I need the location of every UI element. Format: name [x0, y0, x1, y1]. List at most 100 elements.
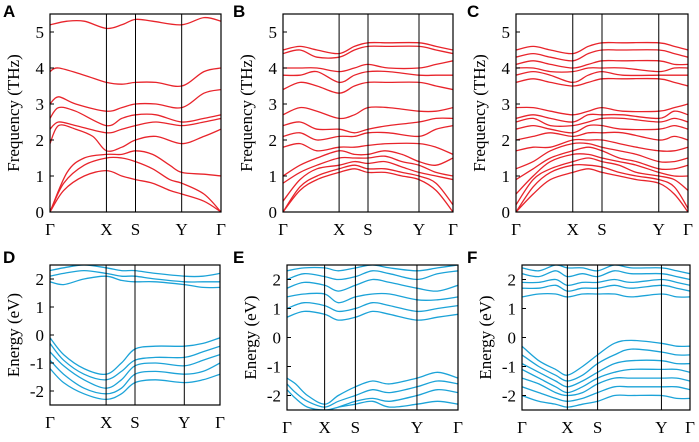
k-point-label: Γ [45, 220, 55, 239]
band-line-b13 [283, 45, 453, 59]
band-line-b6 [283, 142, 453, 155]
panel-d-bands [50, 265, 220, 401]
k-point-label: S [597, 220, 606, 239]
panel-c-symmetry-lines [572, 14, 660, 212]
band-line-b18 [516, 41, 688, 55]
panel-e-bands [287, 265, 458, 410]
k-point-label: Γ [448, 220, 458, 239]
k-point-label: S [351, 418, 360, 437]
band-line-c3 [50, 265, 220, 278]
band-line-b14 [283, 41, 453, 55]
k-point-label: Γ [453, 418, 463, 437]
panel-e-letter: E [233, 248, 244, 267]
band-line-c3 [287, 292, 458, 304]
y-tick-label: 2 [508, 271, 517, 290]
band-line-b8 [50, 67, 221, 88]
band-line-b9 [516, 124, 688, 134]
y-tick-label: 5 [269, 23, 278, 42]
panel-e: -2 -1 0 1 2 Γ X S Y Γ Energy (eV) E [233, 248, 463, 437]
y-tick-label: -2 [267, 387, 281, 406]
band-line-b4 [50, 124, 221, 152]
band-line-b10 [516, 117, 688, 127]
panel-a-y-ticks: 0 1 2 3 4 5 [36, 23, 54, 222]
y-tick-label: 5 [502, 23, 511, 42]
panel-d-y-ticks: -2 -1 0 1 2 [30, 270, 54, 401]
panel-e-ylabel: Energy (eV) [241, 295, 260, 379]
y-tick-label: 4 [269, 59, 278, 78]
band-line-c6 [287, 265, 458, 272]
k-point-label: X [318, 418, 330, 437]
k-point-label: Γ [216, 220, 226, 239]
y-tick-label: 1 [269, 167, 278, 186]
y-tick-label: 0 [36, 203, 45, 222]
k-point-label: Γ [511, 220, 521, 239]
band-line-b9 [50, 16, 221, 30]
k-point-label: Γ [282, 418, 292, 437]
panel-b-y-ticks: 0 1 2 3 4 5 [269, 23, 287, 222]
k-point-label: Γ [517, 418, 527, 437]
y-tick-label: 3 [36, 95, 45, 114]
y-tick-label: 2 [502, 131, 511, 150]
k-point-label: S [363, 220, 372, 239]
panel-b-ylabel: Frequency (THz) [237, 54, 256, 172]
k-point-label: X [561, 418, 573, 437]
y-tick-label: -1 [502, 358, 516, 377]
k-point-label: Γ [45, 413, 55, 432]
panel-c-letter: C [467, 2, 479, 21]
y-tick-label: 4 [502, 59, 511, 78]
panel-b-letter: B [233, 2, 245, 21]
k-point-label: Y [655, 418, 667, 437]
k-point-label: Y [178, 413, 190, 432]
y-tick-label: 0 [508, 329, 517, 348]
k-point-label: Y [411, 418, 423, 437]
y-tick-label: -2 [30, 382, 44, 401]
y-tick-label: 0 [273, 329, 282, 348]
y-tick-label: 1 [273, 300, 282, 319]
k-point-label: X [333, 220, 345, 239]
panel-d-ylabel: Energy (eV) [4, 293, 23, 377]
k-point-label: S [131, 220, 140, 239]
panel-c-bands [516, 41, 688, 212]
band-line-b9 [283, 106, 453, 120]
band-line-b6 [50, 106, 221, 127]
k-point-label: X [100, 413, 112, 432]
band-line-v7 [522, 394, 690, 408]
y-tick-label: 0 [269, 203, 278, 222]
panel-f-symmetry-lines [566, 265, 662, 410]
band-line-b16 [516, 59, 688, 69]
k-point-label: Γ [685, 418, 695, 437]
y-tick-label: 2 [36, 131, 45, 150]
band-line-c5 [287, 270, 458, 281]
y-tick-label: 0 [36, 326, 45, 345]
y-tick-label: 2 [273, 271, 282, 290]
y-tick-label: 1 [36, 167, 45, 186]
panel-a-letter: A [3, 2, 15, 21]
k-point-label: Y [176, 220, 188, 239]
band-line-c3 [522, 278, 690, 286]
k-point-label: X [100, 220, 112, 239]
y-tick-label: 3 [502, 95, 511, 114]
band-line-v4 [338, 400, 458, 408]
y-tick-label: -1 [30, 354, 44, 373]
k-point-label: Γ [278, 220, 288, 239]
y-tick-label: 1 [502, 167, 511, 186]
panel-e-frame [286, 264, 459, 411]
band-line-b10 [283, 81, 453, 94]
k-point-label: Γ [215, 413, 225, 432]
y-tick-label: 1 [36, 298, 45, 317]
band-line-b7 [50, 88, 221, 112]
band-line-v1 [522, 339, 690, 376]
k-point-label: X [567, 220, 579, 239]
band-line-v1 [287, 371, 458, 405]
k-point-label: Y [653, 220, 665, 239]
y-tick-label: 0 [502, 203, 511, 222]
panel-f-y-ticks: -2 -1 0 1 2 [502, 271, 526, 406]
y-tick-label: 1 [508, 300, 517, 319]
band-line-c4 [287, 278, 458, 292]
band-line-v4 [50, 359, 220, 395]
y-tick-label: 4 [36, 59, 45, 78]
